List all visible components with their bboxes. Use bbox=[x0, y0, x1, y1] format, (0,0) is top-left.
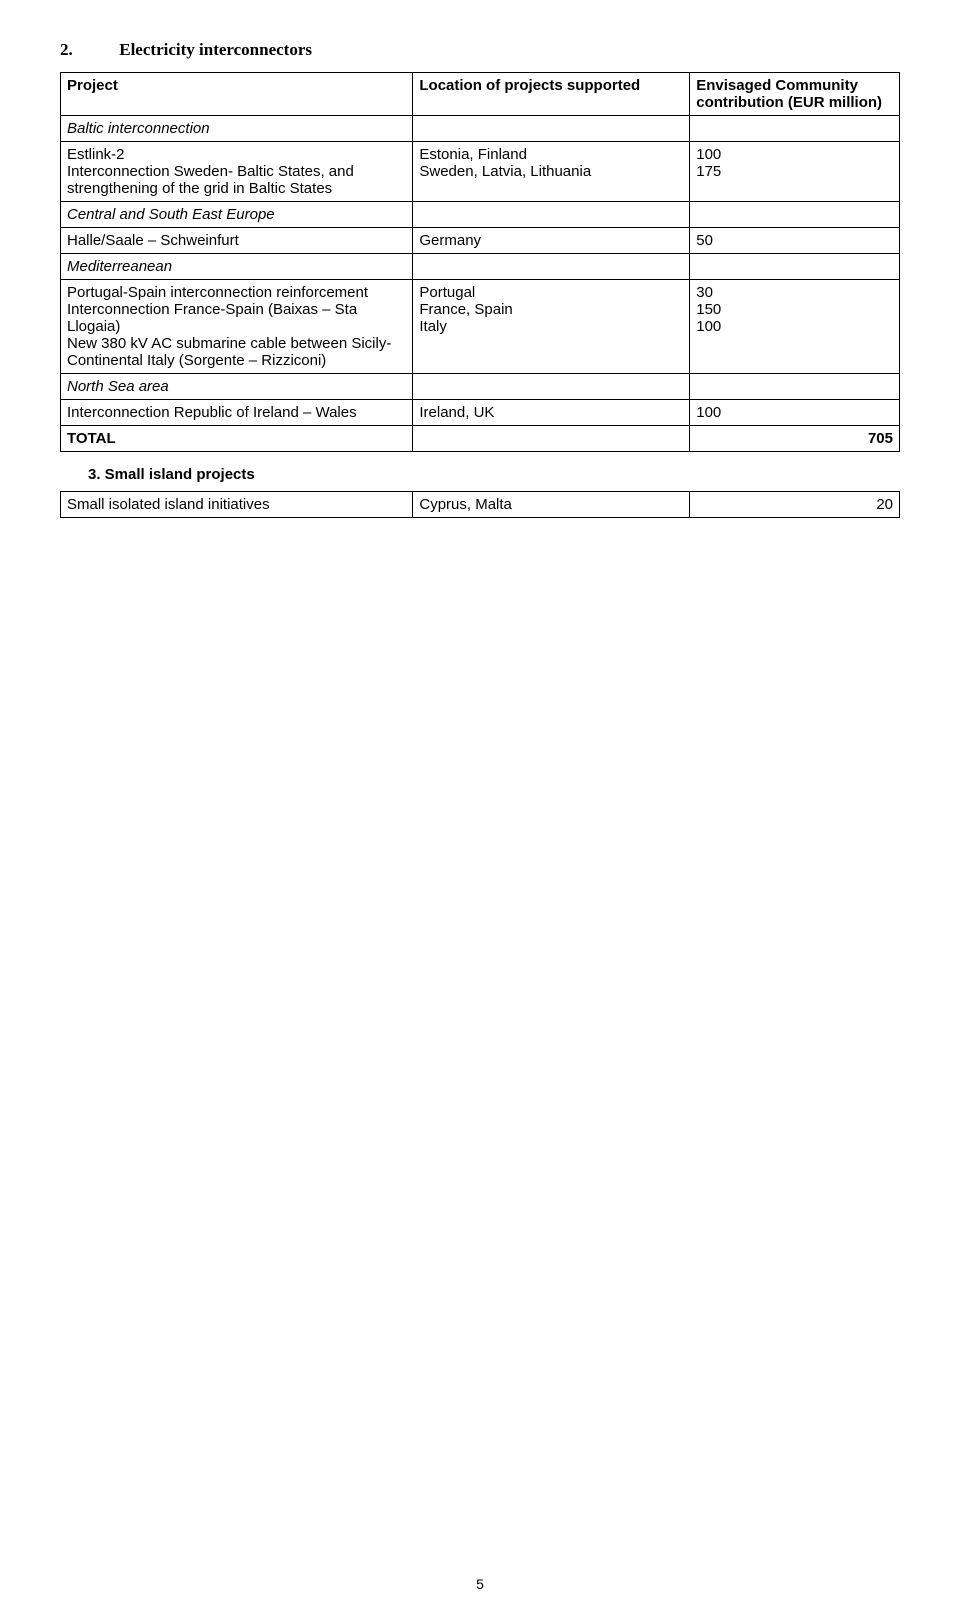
empty-cell bbox=[413, 374, 690, 400]
value-cell: 100 175 bbox=[690, 142, 900, 202]
small-island-loc: Cyprus, Malta bbox=[413, 492, 690, 518]
table-row: Interconnection Republic of Ireland – Wa… bbox=[61, 400, 900, 426]
small-island-label: Small isolated island initiatives bbox=[61, 492, 413, 518]
group-north-sea: North Sea area bbox=[61, 374, 413, 400]
empty-cell bbox=[690, 254, 900, 280]
project-ireland-wales: Interconnection Republic of Ireland – Wa… bbox=[61, 400, 413, 426]
table-row: Portugal-Spain interconnection reinforce… bbox=[61, 280, 900, 374]
loc-portugal: Portugal bbox=[419, 284, 683, 301]
table-row: Halle/Saale – Schweinfurt Germany 50 bbox=[61, 228, 900, 254]
val-100b: 100 bbox=[696, 318, 893, 335]
table-row: Baltic interconnection bbox=[61, 116, 900, 142]
val-175: 175 bbox=[696, 163, 893, 180]
location-cell: Estonia, Finland Sweden, Latvia, Lithuan… bbox=[413, 142, 690, 202]
total-value: 705 bbox=[690, 426, 900, 452]
total-label: TOTAL bbox=[61, 426, 413, 452]
table-row: North Sea area bbox=[61, 374, 900, 400]
project-france-spain: Interconnection France-Spain (Baixas – S… bbox=[67, 301, 406, 335]
val-150: 150 bbox=[696, 301, 893, 318]
section-number: 2. bbox=[60, 40, 115, 60]
group-central-south: Central and South East Europe bbox=[61, 202, 413, 228]
loc-france-spain: France, Spain bbox=[419, 301, 683, 318]
project-cell: Portugal-Spain interconnection reinforce… bbox=[61, 280, 413, 374]
empty-cell bbox=[690, 374, 900, 400]
col-header-location: Location of projects supported bbox=[413, 73, 690, 116]
table-row: Central and South East Europe bbox=[61, 202, 900, 228]
section-title-text: Electricity interconnectors bbox=[119, 40, 312, 59]
project-halle: Halle/Saale – Schweinfurt bbox=[61, 228, 413, 254]
table-header-row: Project Location of projects supported E… bbox=[61, 73, 900, 116]
value-cell: 30 150 100 bbox=[690, 280, 900, 374]
section-heading: 2. Electricity interconnectors bbox=[60, 40, 900, 60]
col-header-contribution: Envisaged Community contribution (EUR mi… bbox=[690, 73, 900, 116]
empty-cell bbox=[413, 202, 690, 228]
section3-title: 3. Small island projects bbox=[88, 466, 900, 483]
empty-cell bbox=[413, 116, 690, 142]
val-100c: 100 bbox=[690, 400, 900, 426]
empty-cell bbox=[690, 116, 900, 142]
table-row: Mediterreanean bbox=[61, 254, 900, 280]
loc-sweden: Sweden, Latvia, Lithuania bbox=[419, 163, 683, 180]
project-sicily: New 380 kV AC submarine cable between Si… bbox=[67, 335, 406, 369]
table-row: Small isolated island initiatives Cyprus… bbox=[61, 492, 900, 518]
empty-cell bbox=[690, 202, 900, 228]
loc-estonia: Estonia, Finland bbox=[419, 146, 683, 163]
val-100: 100 bbox=[696, 146, 893, 163]
empty-cell bbox=[413, 426, 690, 452]
small-island-val: 20 bbox=[690, 492, 900, 518]
val-50: 50 bbox=[690, 228, 900, 254]
empty-cell bbox=[413, 254, 690, 280]
group-med: Mediterreanean bbox=[61, 254, 413, 280]
project-portugal-spain: Portugal-Spain interconnection reinforce… bbox=[67, 284, 406, 301]
loc-ireland-uk: Ireland, UK bbox=[413, 400, 690, 426]
page-number: 5 bbox=[0, 1576, 960, 1592]
loc-italy: Italy bbox=[419, 318, 683, 335]
small-island-table: Small isolated island initiatives Cyprus… bbox=[60, 491, 900, 518]
project-estlink: Estlink-2 bbox=[67, 146, 406, 163]
project-cell: Estlink-2 Interconnection Sweden- Baltic… bbox=[61, 142, 413, 202]
interconnectors-table: Project Location of projects supported E… bbox=[60, 72, 900, 452]
table-total-row: TOTAL 705 bbox=[61, 426, 900, 452]
val-30: 30 bbox=[696, 284, 893, 301]
col-header-project: Project bbox=[61, 73, 413, 116]
table-row: Estlink-2 Interconnection Sweden- Baltic… bbox=[61, 142, 900, 202]
loc-germany: Germany bbox=[413, 228, 690, 254]
project-sweden-baltic: Interconnection Sweden- Baltic States, a… bbox=[67, 163, 406, 197]
location-cell: Portugal France, Spain Italy bbox=[413, 280, 690, 374]
group-baltic: Baltic interconnection bbox=[61, 116, 413, 142]
